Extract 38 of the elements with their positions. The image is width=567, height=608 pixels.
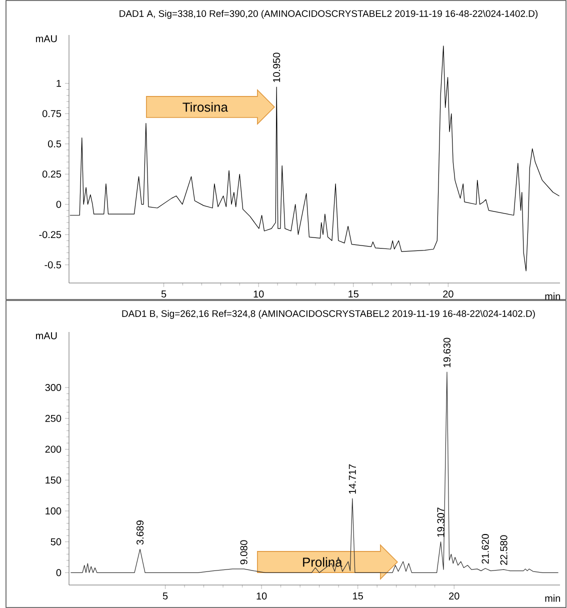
annotation: 19.630 <box>443 338 450 368</box>
y-tick-label: 150 <box>46 476 62 484</box>
annotation: 21.620 <box>482 534 489 564</box>
y-tick-label: 300 <box>45 384 62 392</box>
y-tick-label: 1 <box>56 80 61 87</box>
y-tick-label: 0 <box>56 200 62 208</box>
y-tick-label: 250 <box>45 414 62 422</box>
x-tick-label: 10 <box>256 592 267 600</box>
y-tick-label: 50 <box>50 538 62 546</box>
y-tick-label: 200 <box>45 446 62 453</box>
x-axis-title: min <box>545 292 560 300</box>
annotation: 14.717 <box>348 464 356 494</box>
annotation: 10.950 <box>273 52 280 82</box>
chart-title: DAD1 B, Sig=262,16 Ref=324,8 (AMINOACIDOSCRYSTABEL2 2019-11-19 16-48-22\024-1402.D) <box>122 310 535 319</box>
annotation: 9.080 <box>240 540 248 564</box>
y-tick-label: 100 <box>46 507 62 514</box>
y-tick-label: 0.75 <box>42 110 62 118</box>
y-axis-title: mAU <box>36 35 57 42</box>
annotation: 3.689 <box>136 520 144 545</box>
x-tick-label: 15 <box>353 592 363 600</box>
y-axis-title: mAU <box>36 332 57 340</box>
chart-title: DAD1 A, Sig=338,10 Ref=390,20 (AMINOACIDOSCRYSTABEL2 2019-11-19 16-48-22\024-1402.D) <box>120 10 538 19</box>
x-tick-label: 20 <box>443 290 454 298</box>
y-tick-label: 0 <box>56 569 62 576</box>
x-axis-title: min <box>545 594 560 602</box>
x-tick-label: 20 <box>449 592 460 600</box>
x-tick-label: 10 <box>254 290 264 298</box>
annotation: Tirosina <box>182 102 228 112</box>
y-tick-label: -0.5 <box>44 261 62 268</box>
x-tick-label: 5 <box>161 290 166 298</box>
y-tick-label: -0.25 <box>39 231 62 238</box>
annotation: 19.307 <box>437 508 444 537</box>
annotation: 22.580 <box>500 535 508 565</box>
x-tick-label: 15 <box>348 290 358 298</box>
y-tick-label: 0.5 <box>48 140 62 148</box>
x-tick-label: 5 <box>162 592 168 600</box>
line-series <box>70 46 560 272</box>
y-tick-label: 0.25 <box>42 170 62 178</box>
